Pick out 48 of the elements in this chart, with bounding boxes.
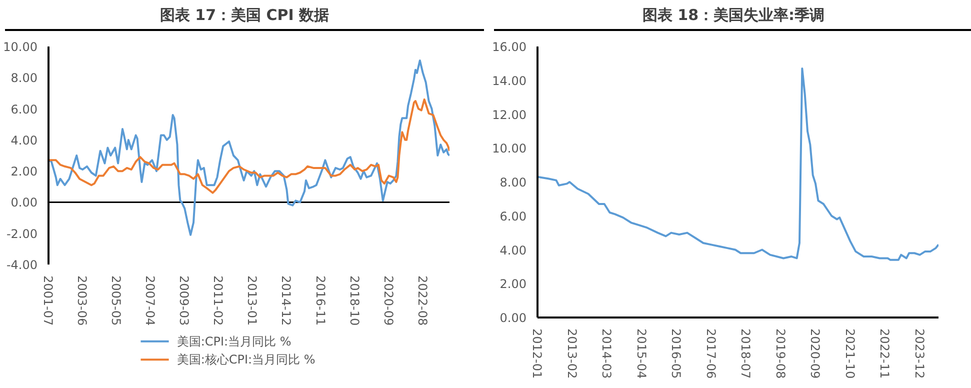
x-tick-label: 2021-10 bbox=[842, 328, 857, 379]
x-tick-label: 2022-11 bbox=[878, 328, 892, 379]
x-tick-label: 2001-07 bbox=[41, 276, 55, 326]
y-tick-label: 12.00 bbox=[492, 108, 527, 122]
y-tick-label: 8.00 bbox=[500, 176, 526, 190]
y-tick-label: -2.00 bbox=[6, 226, 38, 241]
x-tick-label: 2020-09 bbox=[808, 328, 822, 379]
y-tick-label: 14.00 bbox=[492, 74, 527, 88]
line-series bbox=[48, 98, 450, 194]
legend-label: 美国:CPI:当月同比 % bbox=[176, 334, 292, 348]
x-tick-label: 2019-08 bbox=[773, 328, 788, 379]
x-tick-label: 2003-06 bbox=[75, 276, 90, 326]
x-tick-label: 2011-02 bbox=[211, 276, 226, 326]
x-tick-label: 2009-03 bbox=[177, 276, 192, 326]
y-tick-label: -4.00 bbox=[6, 258, 38, 272]
x-tick-label: 2015-04 bbox=[634, 328, 648, 379]
x-tick-label: 2007-04 bbox=[143, 276, 158, 326]
y-tick-label: 16.00 bbox=[492, 40, 527, 54]
chart-title: 图表 18：美国失业率:季调 bbox=[642, 5, 825, 26]
y-tick-label: 0.00 bbox=[500, 311, 526, 325]
x-tick-label: 2005-05 bbox=[109, 276, 124, 326]
y-tick-label: 8.00 bbox=[10, 71, 38, 86]
x-tick-label: 2013-02 bbox=[564, 328, 579, 379]
y-tick-label: 4.00 bbox=[10, 133, 38, 148]
line-series bbox=[538, 68, 938, 261]
y-tick-label: 10.00 bbox=[492, 142, 527, 156]
x-tick-label: 2022-08 bbox=[415, 276, 430, 326]
x-tick-label: 2018-10 bbox=[347, 276, 362, 326]
x-tick-label: 2016-11 bbox=[313, 276, 328, 326]
x-tick-label: 2016-05 bbox=[669, 328, 684, 379]
x-tick-label: 2018-07 bbox=[738, 328, 753, 379]
x-tick-label: 2014-03 bbox=[600, 328, 614, 379]
y-tick-label: 10.00 bbox=[3, 40, 38, 54]
legend-label: 美国:核心CPI:当月同比 % bbox=[176, 352, 316, 367]
x-tick-label: 2017-06 bbox=[704, 328, 718, 379]
y-tick-label: 0.00 bbox=[10, 196, 38, 210]
y-tick-label: 2.00 bbox=[500, 277, 526, 292]
x-tick-label: 2023-12 bbox=[912, 328, 926, 379]
x-tick-label: 2014-12 bbox=[279, 276, 294, 326]
y-tick-label: 2.00 bbox=[10, 164, 38, 179]
chart-title: 图表 17：美国 CPI 数据 bbox=[160, 5, 330, 26]
x-tick-label: 2012-01 bbox=[530, 328, 544, 379]
y-tick-label: 6.00 bbox=[10, 102, 38, 116]
x-tick-label: 2013-01 bbox=[245, 276, 260, 326]
y-tick-label: 6.00 bbox=[500, 209, 526, 224]
y-tick-label: 4.00 bbox=[500, 243, 526, 258]
x-tick-label: 2020-09 bbox=[381, 276, 396, 326]
line-series bbox=[48, 60, 450, 236]
